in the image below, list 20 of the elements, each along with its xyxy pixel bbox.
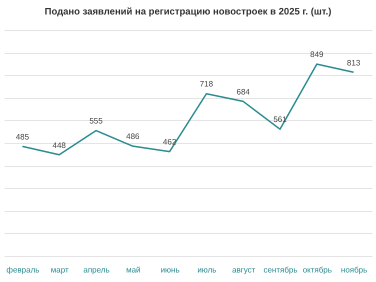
data-label: 813 xyxy=(346,58,361,68)
data-label: 486 xyxy=(126,132,140,142)
chart-title: Подано заявлений на регистрацию новостроек в 2025 г. (шт.) xyxy=(44,6,332,18)
data-label: 555 xyxy=(89,116,104,126)
data-label: 485 xyxy=(16,132,30,142)
x-tick-label: июнь xyxy=(160,266,180,274)
data-label: 849 xyxy=(310,50,324,60)
x-tick-label: март xyxy=(50,266,69,274)
x-tick-label: сентябрь xyxy=(263,266,298,274)
data-label: 718 xyxy=(200,80,214,89)
data-label: 448 xyxy=(52,140,66,150)
x-tick-label: апрель xyxy=(83,266,110,274)
x-tick-label: ноябрь xyxy=(340,266,368,274)
x-tick-label: февраль xyxy=(6,266,40,274)
data-label: 462 xyxy=(162,138,177,147)
data-label: 684 xyxy=(236,87,250,96)
x-tick-label: июль xyxy=(197,266,216,274)
x-tick-label: май xyxy=(126,266,141,274)
x-tick-label: октябрь xyxy=(302,266,332,274)
x-tick-label: август xyxy=(232,266,256,274)
